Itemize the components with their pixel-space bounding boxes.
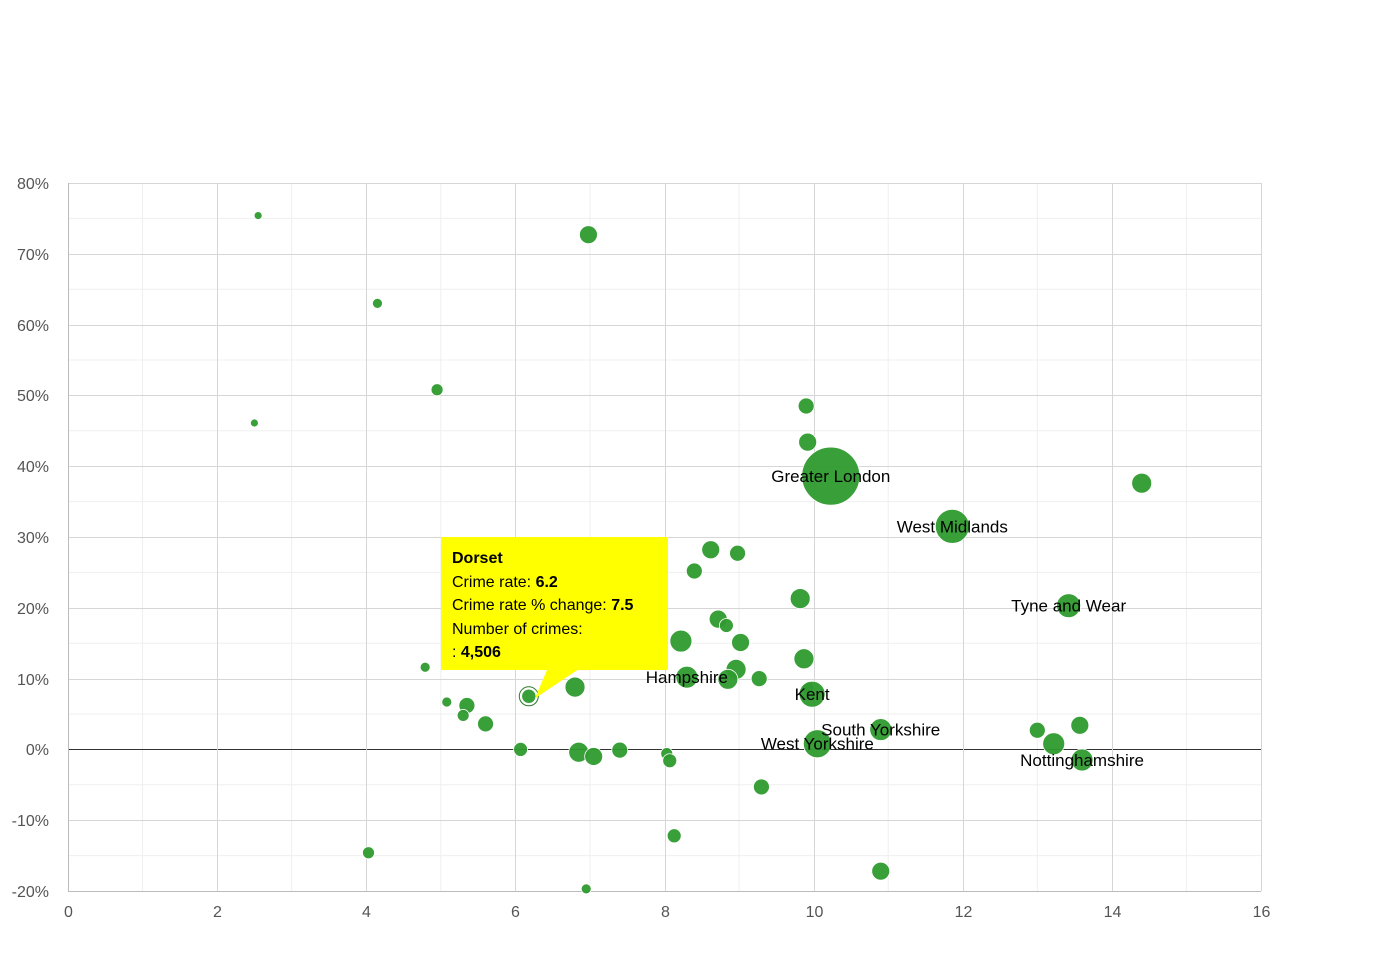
- x-tick-label: 0: [64, 904, 73, 921]
- bubble[interactable]: [675, 665, 699, 689]
- x-tick-label: 16: [1253, 904, 1271, 921]
- y-tick-label: 0%: [26, 742, 49, 759]
- bubble[interactable]: [798, 680, 826, 708]
- bubble[interactable]: [934, 508, 970, 544]
- region-label: Hampshire: [646, 668, 728, 687]
- y-tick-label: 50%: [17, 388, 49, 405]
- bubble[interactable]: [797, 397, 815, 415]
- bubble[interactable]: [871, 861, 891, 881]
- bubble[interactable]: [729, 544, 746, 562]
- region-labels: Greater London West Midlands Tyne and Wear…: [646, 467, 1144, 770]
- bubble[interactable]: [750, 670, 768, 687]
- y-tick-label: 60%: [17, 318, 49, 335]
- bubble[interactable]: [441, 696, 453, 708]
- y-tick-label: 80%: [17, 176, 49, 193]
- tooltip-crimes-value: : 4,506: [452, 644, 501, 661]
- bubble[interactable]: [250, 418, 259, 428]
- x-tick-label: 12: [955, 904, 973, 921]
- bubble[interactable]: [662, 753, 678, 769]
- bubble[interactable]: [801, 446, 861, 506]
- y-tick-label: 40%: [17, 459, 49, 476]
- x-tick-label: 14: [1104, 904, 1122, 921]
- y-tick-label: -10%: [12, 813, 49, 830]
- tooltip-crime-rate: Crime rate: 6.2: [452, 573, 558, 591]
- x-tick-label: 6: [511, 904, 520, 921]
- bubble[interactable]: [579, 225, 598, 245]
- bubble[interactable]: [477, 715, 494, 733]
- bubble[interactable]: [372, 297, 383, 309]
- region-label: Greater London: [771, 467, 890, 486]
- bubble[interactable]: [789, 588, 811, 609]
- region-label: Kent: [795, 685, 830, 704]
- region-label: West Midlands: [897, 517, 1008, 536]
- bubble[interactable]: [1070, 748, 1094, 772]
- bubble[interactable]: [1070, 715, 1090, 735]
- y-tick-label: 70%: [17, 247, 49, 264]
- tooltip: Dorset Crime rate: 6.2 Crime rate % chan…: [441, 537, 668, 670]
- bubble[interactable]: [253, 211, 263, 220]
- bubble[interactable]: [1131, 472, 1153, 494]
- bubble[interactable]: [584, 747, 604, 766]
- bubble[interactable]: [521, 689, 537, 704]
- region-label: Nottinghamshire: [1020, 751, 1144, 770]
- bubble[interactable]: [1042, 732, 1066, 756]
- bubble[interactable]: [731, 633, 750, 652]
- y-tick-label: -20%: [12, 884, 49, 901]
- bubble[interactable]: [718, 618, 734, 633]
- bubble[interactable]: [802, 729, 832, 759]
- x-tick-label: 10: [806, 904, 824, 921]
- bubble[interactable]: [362, 846, 375, 860]
- bubble[interactable]: [793, 648, 815, 670]
- bubble-series: [250, 211, 1153, 895]
- y-tick-label: 30%: [17, 530, 49, 547]
- bubble[interactable]: [798, 432, 818, 452]
- bubble[interactable]: [611, 741, 629, 759]
- region-label: Tyne and Wear: [1011, 597, 1126, 616]
- bubble[interactable]: [869, 718, 893, 741]
- bubble[interactable]: [669, 629, 693, 653]
- x-tick-label: 2: [213, 904, 222, 921]
- bubble[interactable]: [430, 383, 444, 397]
- bubble[interactable]: [513, 742, 528, 757]
- tooltip-title: Dorset: [452, 550, 503, 567]
- bubble[interactable]: [456, 709, 470, 722]
- bubble[interactable]: [1028, 721, 1046, 739]
- tooltip-crime-rate-change: Crime rate % change: 7.5: [452, 597, 634, 614]
- x-tick-label: 8: [661, 904, 670, 921]
- bubble[interactable]: [1056, 593, 1082, 619]
- x-axis-tick-labels: 0 2 4 6 8 10 12 14 16: [64, 904, 1270, 921]
- bubble[interactable]: [419, 661, 431, 673]
- bubble[interactable]: [717, 668, 739, 690]
- region-label: West Yorkshire: [761, 735, 874, 754]
- y-tick-label: 20%: [17, 601, 49, 618]
- axes: [68, 183, 1261, 892]
- x-tick-label: 4: [362, 904, 371, 921]
- y-axis-tick-labels: -20% -10% 0% 10% 20% 30% 40% 50% 60% 70% 80%: [12, 176, 49, 901]
- bubble[interactable]: [564, 676, 586, 698]
- bubble[interactable]: [701, 540, 721, 560]
- bubble[interactable]: [685, 562, 703, 580]
- y-tick-label: 10%: [17, 672, 49, 689]
- bubble[interactable]: [580, 883, 592, 895]
- bubble[interactable]: [753, 778, 770, 796]
- bubble[interactable]: [666, 828, 682, 844]
- tooltip-crimes-label: Number of crimes:: [452, 620, 583, 638]
- region-label: South Yorkshire: [821, 721, 940, 740]
